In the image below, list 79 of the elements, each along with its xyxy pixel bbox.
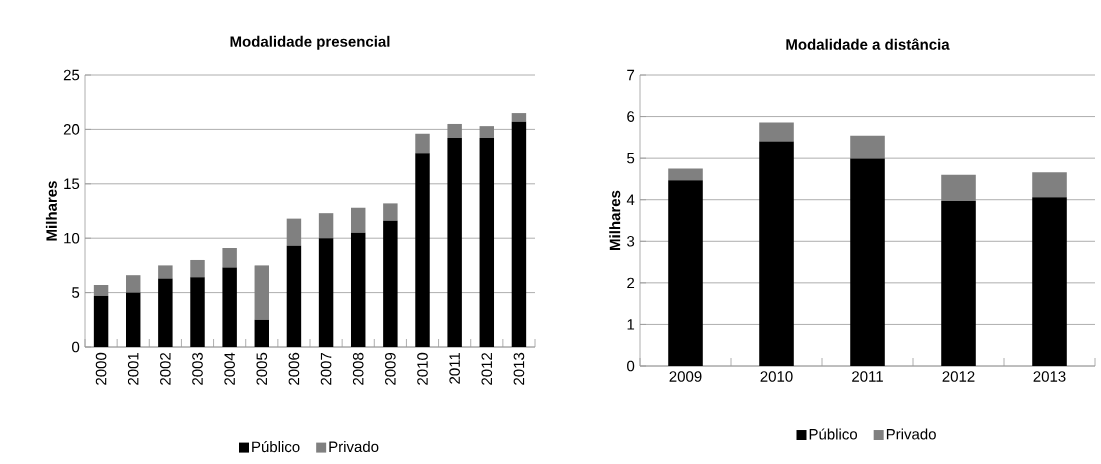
y-tick-label: 4 bbox=[626, 194, 635, 205]
y-tick-label: 0 bbox=[627, 360, 635, 372]
bar bbox=[479, 138, 495, 347]
legend-label: Privado bbox=[329, 441, 379, 453]
bar bbox=[415, 133, 430, 154]
x-tick-label: 2012 bbox=[481, 352, 493, 385]
bar bbox=[479, 126, 495, 139]
bar bbox=[447, 138, 462, 347]
y-tick-label: 1 bbox=[627, 319, 635, 330]
y-tick-label: 7 bbox=[627, 69, 635, 81]
x-tick-label: 2009 bbox=[669, 371, 702, 382]
x-tick-label: 2012 bbox=[942, 371, 975, 382]
x-tick-label: 2000 bbox=[95, 352, 107, 385]
bar bbox=[941, 174, 976, 201]
bar bbox=[93, 284, 109, 296]
bar bbox=[668, 168, 703, 181]
x-tick-label: 2011 bbox=[852, 371, 883, 382]
x-tick-label: 2013 bbox=[1033, 371, 1066, 382]
x-tick-label: 2008 bbox=[352, 352, 364, 385]
bar bbox=[447, 123, 462, 139]
x-tick-label: 2010 bbox=[760, 371, 793, 382]
bar bbox=[190, 277, 205, 347]
x-tick-label: 2005 bbox=[256, 352, 268, 385]
bar bbox=[222, 247, 237, 268]
y-axis-title: Milhares bbox=[609, 190, 621, 250]
bar bbox=[1032, 172, 1067, 198]
bar bbox=[286, 218, 302, 246]
bar bbox=[383, 220, 398, 347]
legend-label: Privado bbox=[886, 428, 936, 440]
y-tick-label: 3 bbox=[627, 235, 635, 247]
y-tick-label: 5 bbox=[72, 287, 80, 298]
bar bbox=[1032, 197, 1067, 366]
y-tick-label: 10 bbox=[64, 232, 80, 244]
bar bbox=[850, 158, 885, 366]
legend-label: Público bbox=[809, 428, 858, 440]
x-tick-label: 2013 bbox=[513, 352, 525, 385]
bar bbox=[511, 113, 527, 122]
x-tick-label: 2001 bbox=[127, 352, 139, 385]
bar bbox=[850, 135, 885, 159]
y-axis-title: Milhares bbox=[45, 181, 57, 241]
bar bbox=[190, 259, 205, 278]
bar bbox=[759, 141, 794, 366]
bar bbox=[941, 200, 976, 366]
y-tick-label: 5 bbox=[627, 152, 635, 164]
y-tick-label: 20 bbox=[63, 124, 80, 135]
bar bbox=[125, 275, 141, 293]
x-tick-label: 2007 bbox=[320, 352, 332, 385]
bar bbox=[254, 265, 270, 320]
bar bbox=[415, 153, 430, 347]
bar bbox=[158, 265, 173, 279]
bar bbox=[158, 278, 173, 347]
x-tick-label: 2003 bbox=[192, 352, 203, 385]
legend-label: Público bbox=[252, 440, 300, 453]
bar bbox=[254, 319, 270, 347]
bar bbox=[759, 122, 794, 142]
x-tick-label: 2006 bbox=[288, 352, 300, 385]
bar bbox=[318, 238, 334, 347]
y-tick-label: 25 bbox=[63, 69, 80, 81]
bar bbox=[93, 295, 109, 347]
chart-title: Modalidade presencial bbox=[230, 35, 390, 50]
x-tick-label: 2010 bbox=[417, 352, 428, 385]
bar bbox=[318, 213, 334, 239]
y-tick-label: 6 bbox=[627, 111, 635, 122]
y-tick-label: 15 bbox=[64, 178, 80, 190]
x-tick-label: 2004 bbox=[224, 352, 235, 385]
bar bbox=[511, 121, 527, 347]
x-tick-label: 2011 bbox=[449, 352, 460, 384]
bar bbox=[125, 292, 141, 347]
x-tick-label: 2009 bbox=[385, 352, 396, 385]
x-tick-label: 2002 bbox=[160, 352, 171, 385]
bar bbox=[668, 180, 703, 366]
bar bbox=[286, 245, 302, 347]
chart-title: Modalidade a distância bbox=[786, 38, 950, 50]
bar bbox=[350, 232, 366, 347]
y-tick-label: 0 bbox=[72, 341, 80, 353]
y-tick-label: 2 bbox=[627, 277, 635, 289]
bar bbox=[350, 207, 366, 233]
bar bbox=[222, 267, 237, 347]
bar bbox=[383, 203, 398, 221]
